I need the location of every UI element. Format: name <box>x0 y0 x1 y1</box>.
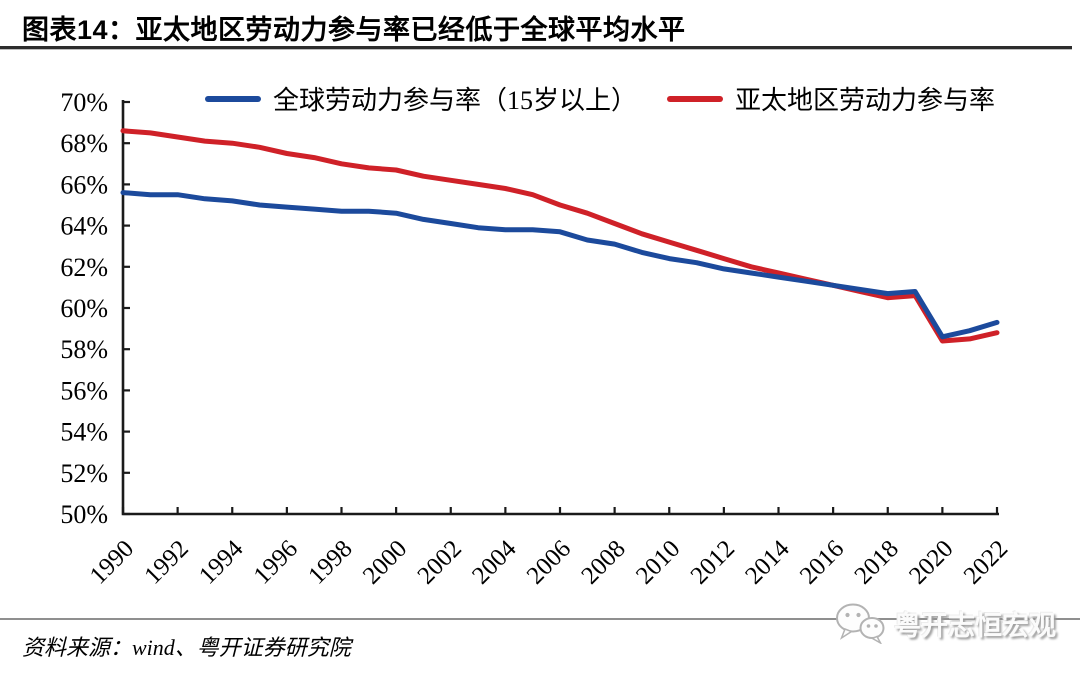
watermark-label: 粤开志恒宏观 <box>894 610 1056 641</box>
svg-text:2002: 2002 <box>413 535 467 589</box>
svg-text:1998: 1998 <box>303 535 357 589</box>
svg-text:70%: 70% <box>60 88 108 117</box>
svg-text:2018: 2018 <box>850 535 904 589</box>
svg-text:2008: 2008 <box>576 535 630 589</box>
figure-title: 图表14：亚太地区劳动力参与率已经低于全球平均水平 <box>22 15 686 45</box>
svg-text:62%: 62% <box>60 253 108 282</box>
legend-item-asia-pacific: 亚太地区劳动力参与率 <box>667 80 995 117</box>
legend-item-global: 全球劳动力参与率（15岁以上） <box>204 80 637 117</box>
svg-text:58%: 58% <box>60 335 108 364</box>
svg-text:2010: 2010 <box>631 535 685 589</box>
svg-text:56%: 56% <box>60 376 108 405</box>
legend-label-global: 全球劳动力参与率（15岁以上） <box>272 86 637 115</box>
svg-text:54%: 54% <box>60 418 108 447</box>
svg-text:60%: 60% <box>60 294 108 323</box>
svg-text:2022: 2022 <box>959 535 1013 589</box>
svg-text:2006: 2006 <box>522 535 576 589</box>
svg-text:52%: 52% <box>60 459 108 488</box>
svg-text:2014: 2014 <box>740 535 795 590</box>
legend-marker-asia-pacific <box>667 95 723 102</box>
svg-text:50%: 50% <box>60 500 108 529</box>
legend-marker-global <box>204 95 261 102</box>
wechat-icon <box>836 603 885 644</box>
chart-legend: 全球劳动力参与率（15岁以上） 亚太地区劳动力参与率 <box>130 80 1070 117</box>
svg-text:2004: 2004 <box>467 535 522 590</box>
svg-text:2020: 2020 <box>904 535 958 589</box>
svg-text:2012: 2012 <box>686 535 740 589</box>
title-divider <box>0 46 1072 50</box>
svg-text:68%: 68% <box>60 129 108 158</box>
footer-divider <box>0 618 1080 620</box>
source-note: 资料来源：wind、粤开证券研究院 <box>22 635 351 660</box>
watermark: 粤开志恒宏观 <box>834 602 1056 644</box>
legend-label-asia-pacific: 亚太地区劳动力参与率 <box>735 86 996 115</box>
svg-text:1992: 1992 <box>139 535 193 589</box>
svg-text:2016: 2016 <box>795 535 849 589</box>
svg-text:2000: 2000 <box>358 535 412 589</box>
svg-text:1996: 1996 <box>249 535 303 589</box>
svg-text:1994: 1994 <box>194 535 249 590</box>
svg-text:66%: 66% <box>60 170 108 199</box>
line-chart: 50%52%54%56%58%60%62%64%66%68%70%1990 199… <box>60 88 1013 590</box>
svg-text:64%: 64% <box>60 212 108 241</box>
svg-text:1990: 1990 <box>85 535 139 589</box>
